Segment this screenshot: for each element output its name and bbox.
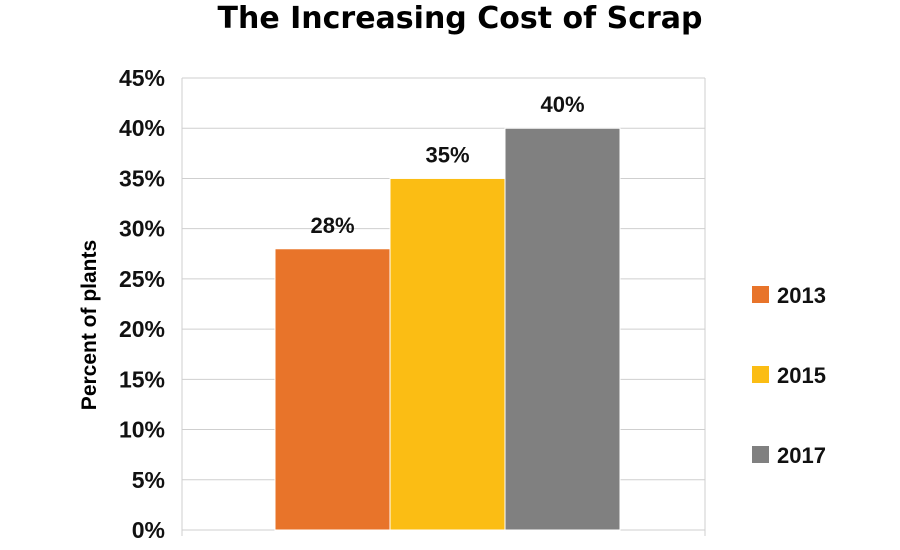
legend-label-2015: 2015: [777, 363, 826, 388]
data-label-2013: 28%: [310, 213, 354, 238]
legend-swatch-2015: [752, 366, 769, 383]
legend-swatch-2013: [752, 286, 769, 303]
legend-label-2013: 2013: [777, 283, 826, 308]
y-axis-title: Percent of plants: [78, 240, 101, 410]
bar-2013: [274, 248, 391, 531]
legend: 2013 2015 2017: [752, 283, 826, 468]
y-tick-label: 5%: [132, 467, 165, 493]
bar-2017: [504, 127, 621, 531]
y-tick-label: 30%: [119, 216, 165, 242]
y-tick-label: 15%: [119, 366, 165, 392]
y-tick-label: 20%: [119, 316, 165, 342]
y-tick-label: 0%: [132, 517, 165, 543]
bar-2015: [389, 177, 506, 531]
y-tick-label: 35%: [119, 165, 165, 191]
y-tick-label: 40%: [119, 115, 165, 141]
y-tick-label: 45%: [119, 65, 165, 91]
data-label-2015: 35%: [425, 142, 469, 167]
legend-label-2017: 2017: [777, 443, 826, 468]
plot-area: 0% 5% 10% 15% 20% 25% 30% 35% 40% 45% 28% 35% 40%: [119, 65, 706, 543]
chart-title: The Increasing Cost of Scrap: [218, 1, 703, 36]
data-label-2017: 40%: [540, 92, 584, 117]
y-tick-label: 25%: [119, 266, 165, 292]
legend-swatch-2017: [752, 446, 769, 463]
y-tick-label: 10%: [119, 417, 165, 443]
